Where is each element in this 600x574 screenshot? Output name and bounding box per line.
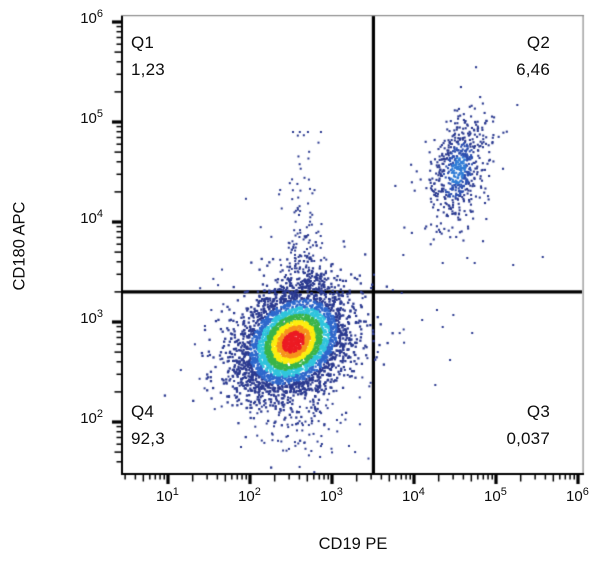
quadrant-q3-percent: 0,037	[506, 429, 550, 448]
x-tick-label-10e5: 105	[484, 486, 507, 506]
quadrant-q4-name: Q4	[131, 402, 155, 421]
quadrant-q1-percent: 1,23	[131, 60, 165, 79]
y-tick-label-10e6: 106	[80, 8, 103, 28]
quadrant-q2-name: Q2	[526, 33, 550, 52]
x-axis-title: CD19 PE	[318, 535, 388, 553]
quadrant-q2-percent: 6,46	[516, 60, 550, 79]
y-tick-label-10e4: 104	[80, 208, 103, 228]
y-tick-label-10e2: 102	[80, 408, 103, 428]
quadrant-q4-stat: Q4 92,3	[131, 398, 165, 452]
x-tick-label-10e1: 101	[156, 486, 179, 506]
x-tick-label-10e4: 104	[402, 486, 425, 506]
quadrant-q2-stat: Q2 6,46	[516, 29, 550, 83]
quadrant-q4-percent: 92,3	[131, 429, 165, 448]
quadrant-q3-name: Q3	[526, 402, 550, 421]
quadrant-q1-name: Q1	[131, 33, 155, 52]
y-tick-label-10e5: 105	[80, 108, 103, 128]
quadrant-q3-stat: Q3 0,037	[506, 398, 550, 452]
x-tick-label-10e2: 102	[238, 486, 261, 506]
y-tick-label-10e3: 103	[80, 308, 103, 328]
x-tick-label-10e3: 103	[320, 486, 343, 506]
x-tick-label-10e6: 106	[566, 486, 589, 506]
quadrant-q1-stat: Q1 1,23	[131, 29, 165, 83]
